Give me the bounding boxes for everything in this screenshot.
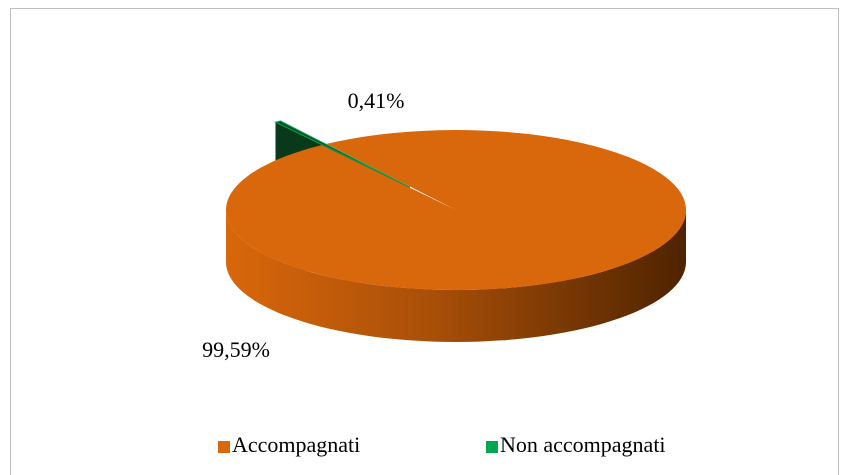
legend-swatch [486, 441, 498, 453]
pie-slice [274, 120, 411, 188]
pie-slice [226, 129, 687, 290]
data-label: 99,59% [202, 337, 270, 362]
pie-slice-side [226, 210, 686, 342]
data-label: 0,41% [348, 88, 405, 113]
legend-label: Accompagnati [232, 432, 360, 457]
legend-swatch [218, 441, 230, 453]
legend-label: Non accompagnati [500, 432, 666, 457]
